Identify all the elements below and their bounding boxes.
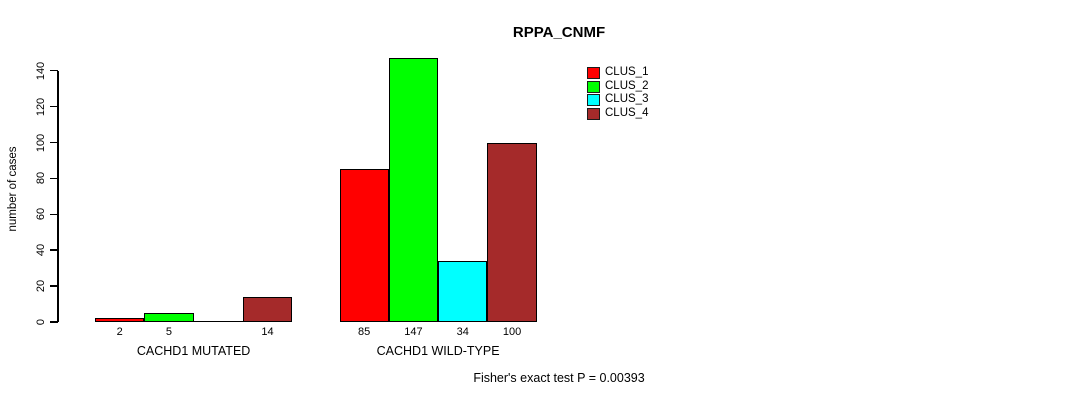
bar-value-label: 2 [116,326,123,338]
legend-label: CLUS_4 [605,106,649,119]
p-value-annotation: Fisher's exact test P = 0.00393 [473,371,645,385]
y-axis-tick [50,141,58,144]
x-group-label: CACHD1 WILD-TYPE [376,344,500,358]
bar-clus_4 [242,296,293,322]
y-axis-tick [50,69,58,72]
bar-clus_1 [95,318,145,322]
bar-clus_3-zero [193,320,243,322]
bar-value-label: 85 [358,326,371,338]
bar-value-label: 100 [502,326,522,338]
bar-value-label: 34 [456,326,469,338]
bar-clus_2 [388,58,439,322]
y-axis-tick [50,213,58,216]
bar-value-label: 5 [165,326,172,338]
y-axis-tick [50,285,58,287]
legend-label: CLUS_3 [605,93,649,105]
legend-label: CLUS_1 [605,66,649,78]
y-axis-title: number of cases [7,146,19,232]
y-axis-tick-label: 0 [35,318,47,326]
bar-clus_3 [438,260,488,322]
y-axis-tick-label: 60 [35,208,47,221]
legend-swatch-clus_4 [587,107,600,120]
y-axis-tick-label: 80 [35,172,47,185]
y-axis-tick-label: 20 [35,279,47,293]
bar-clus_4 [487,142,537,322]
bar-value-label: 147 [404,326,423,338]
y-axis-tick [50,177,58,180]
bar-clus_1 [339,169,389,322]
x-group-label: CACHD1 MUTATED [136,344,251,358]
y-axis-tick [50,105,58,108]
bar-clus_2 [144,313,194,322]
legend-swatch-clus_2 [587,80,600,93]
y-axis-line [57,70,59,322]
legend-label: CLUS_2 [605,79,649,92]
bar-value-label: 14 [261,326,274,338]
y-axis-tick [50,321,58,323]
legend-swatch-clus_1 [587,67,600,79]
y-axis-tick-label: 140 [35,61,47,80]
legend-swatch-clus_3 [587,94,600,106]
y-axis-tick-label: 120 [35,97,47,116]
y-axis-tick-label: 100 [35,133,47,152]
y-axis-tick [50,249,58,251]
y-axis-tick-label: 40 [35,244,47,257]
chart-title: RPPA_CNMF [512,24,606,41]
